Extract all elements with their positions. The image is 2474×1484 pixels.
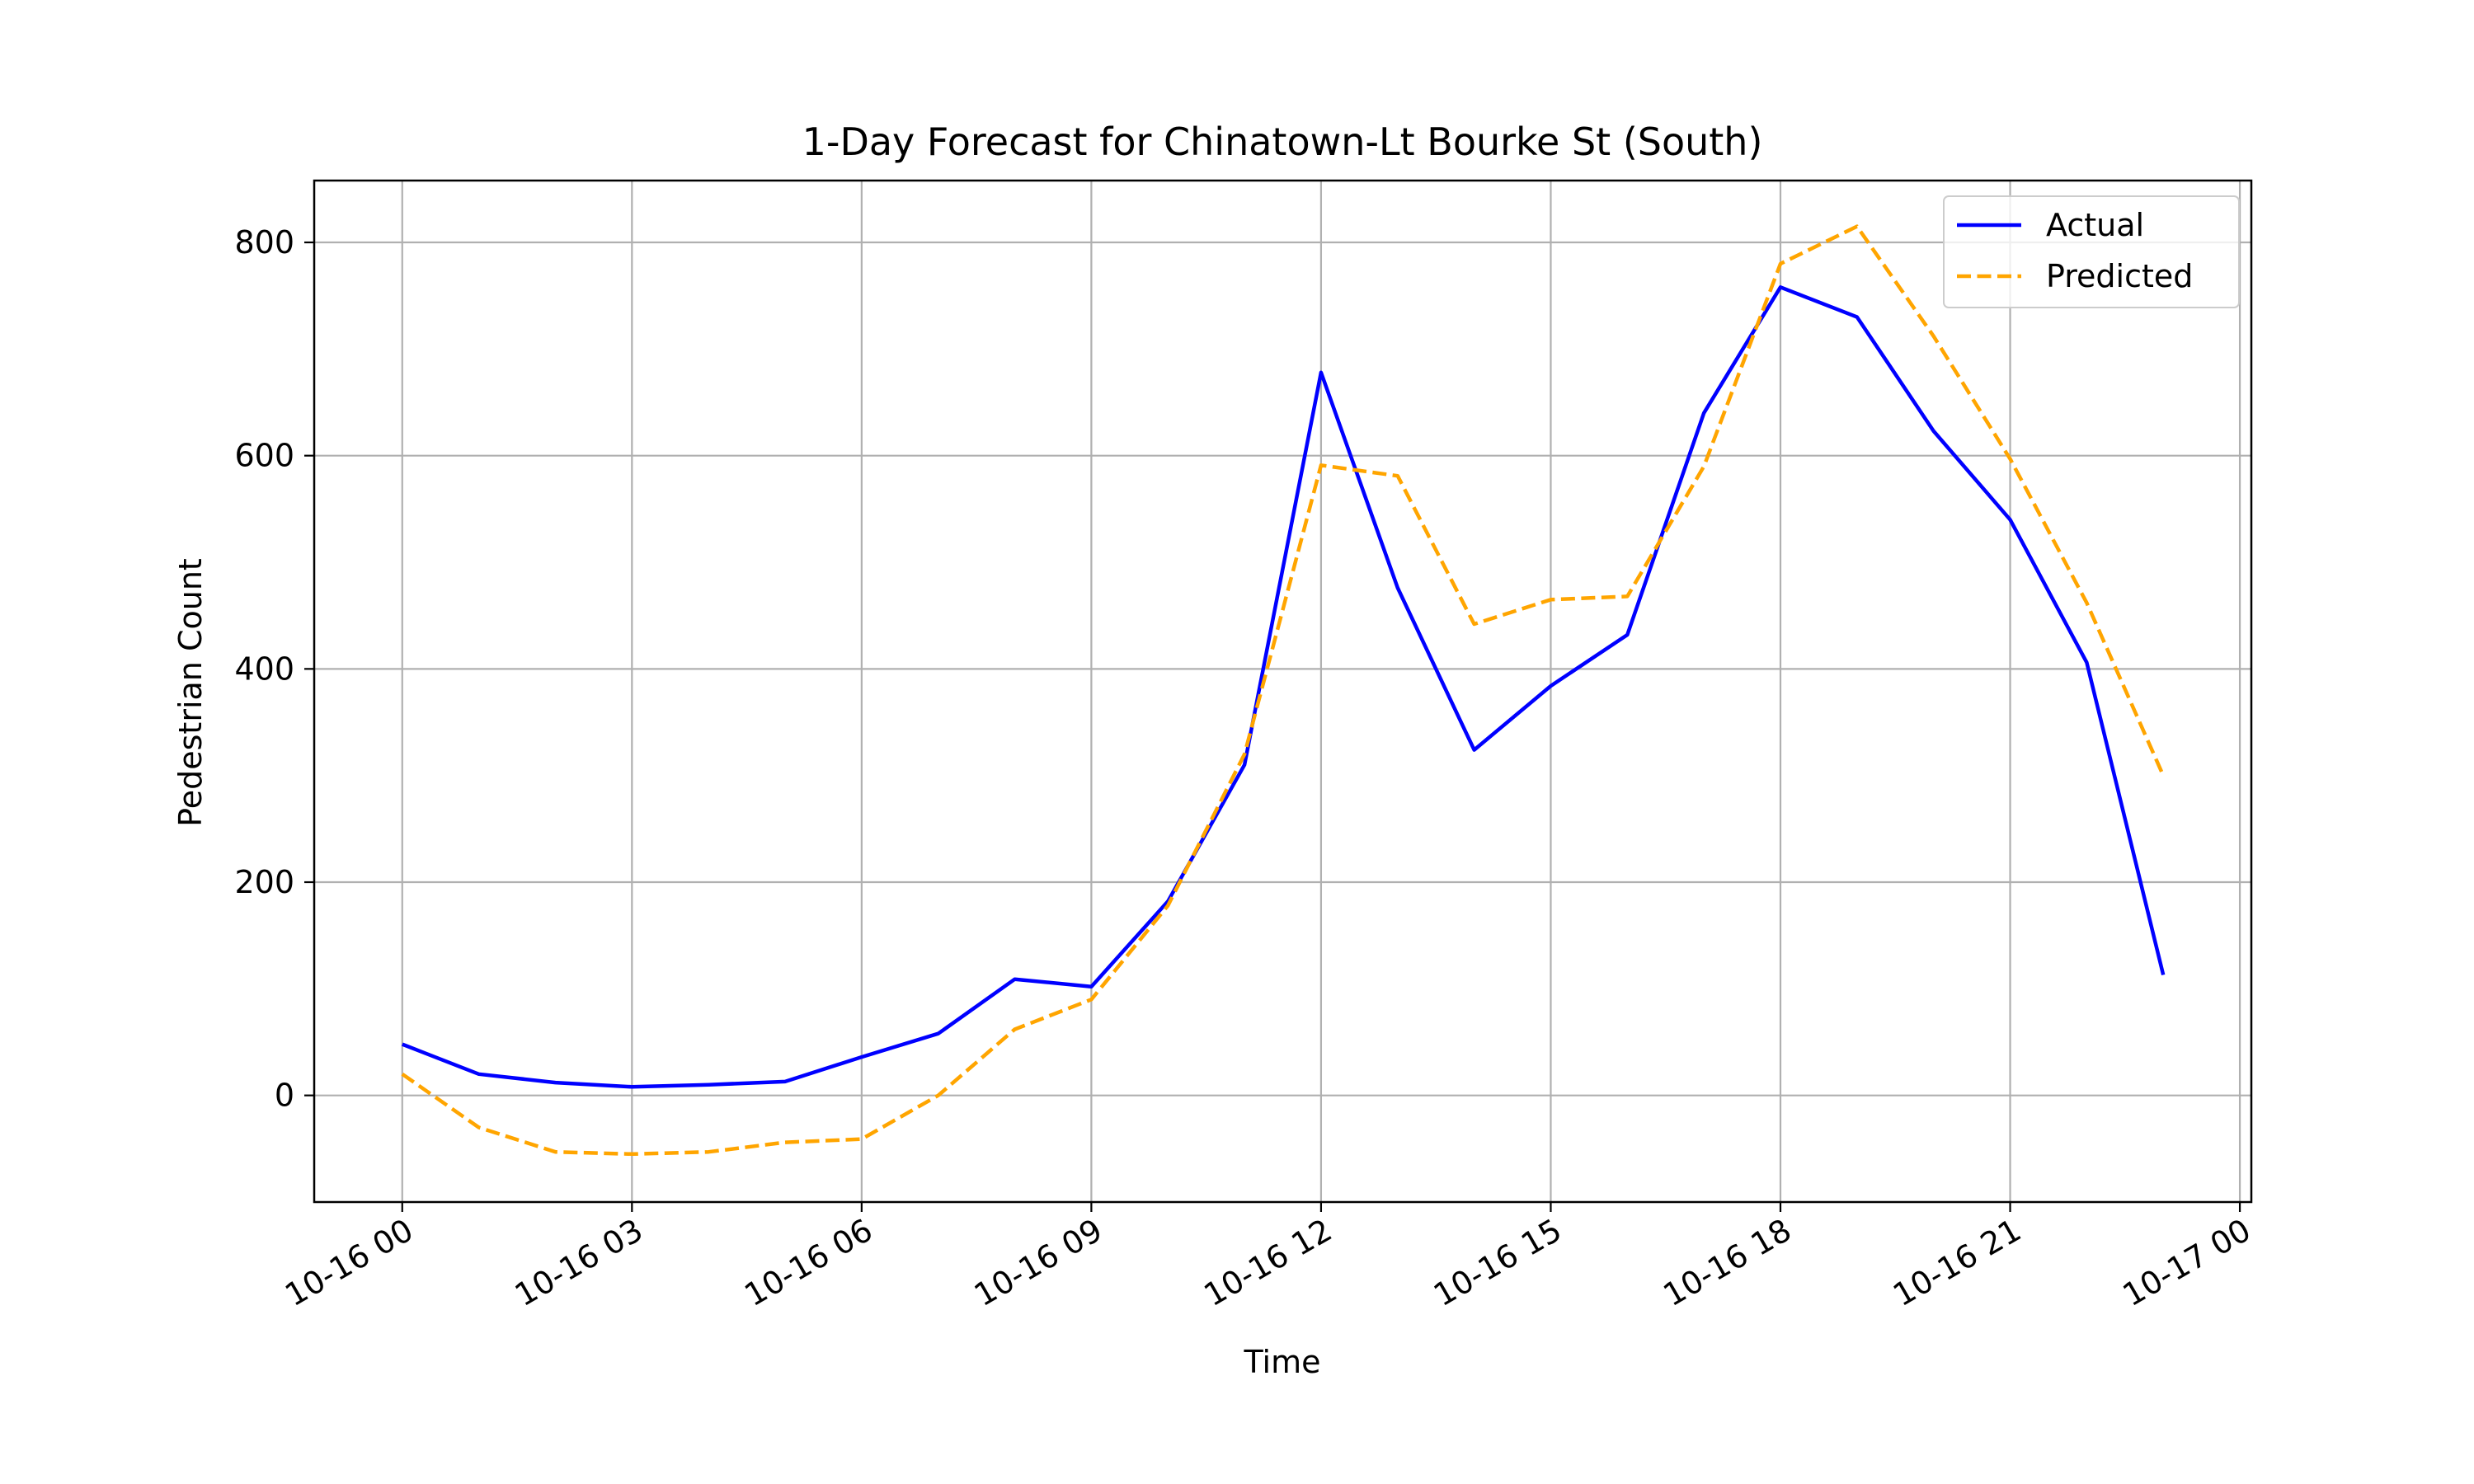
y-axis-label: Pedestrian Count bbox=[172, 558, 209, 827]
x-tick-label: 10-16 00 bbox=[279, 1212, 419, 1314]
x-tick-label: 10-16 12 bbox=[1197, 1212, 1338, 1314]
y-axis-ticks: 0 200 400 600 800 bbox=[234, 224, 314, 1114]
y-tick-label: 200 bbox=[234, 864, 294, 900]
x-tick-label: 10-17 00 bbox=[2117, 1212, 2257, 1314]
x-axis-ticks: 10-16 00 10-16 03 10-16 06 10-16 09 10-16 12… bbox=[279, 1202, 2257, 1314]
y-tick-label: 400 bbox=[234, 650, 294, 687]
y-tick-label: 800 bbox=[234, 224, 294, 261]
x-tick-label: 10-16 09 bbox=[968, 1212, 1108, 1314]
series-line-actual bbox=[401, 285, 2166, 1089]
x-axis-label: Time bbox=[1244, 1344, 1321, 1380]
legend: Actual Predicted bbox=[1943, 195, 2240, 308]
legend-label-actual: Actual bbox=[2046, 207, 2144, 243]
plot-frame bbox=[313, 179, 2253, 1204]
x-tick-label: 10-16 03 bbox=[509, 1212, 649, 1314]
y-tick-label: 600 bbox=[234, 438, 294, 474]
x-tick-label: 10-16 18 bbox=[1658, 1212, 1798, 1314]
x-tick-label: 10-16 21 bbox=[1887, 1212, 2027, 1314]
grid-lines bbox=[314, 181, 2251, 1202]
x-tick-label: 10-16 06 bbox=[738, 1212, 878, 1314]
series-lines bbox=[401, 224, 2166, 1157]
x-tick-label: 10-16 15 bbox=[1427, 1212, 1568, 1314]
y-tick-label: 0 bbox=[275, 1078, 294, 1114]
series-line-predicted bbox=[401, 224, 2166, 1157]
chart-title: 1-Day Forecast for Chinatown-Lt Bourke S… bbox=[802, 120, 1763, 164]
legend-label-predicted: Predicted bbox=[2046, 258, 2193, 294]
